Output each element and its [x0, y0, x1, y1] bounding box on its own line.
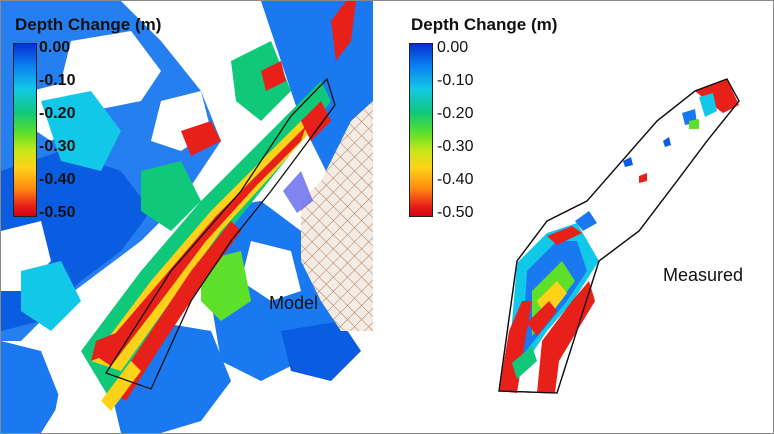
tick-label: -0.20 [437, 105, 474, 122]
tick-label: -0.40 [39, 171, 76, 188]
model-label: Model [269, 293, 319, 313]
tick-label: -0.40 [437, 171, 474, 188]
channel-outline [105, 77, 336, 390]
tick-label: -0.50 [39, 204, 76, 221]
tick-label: -0.30 [437, 138, 474, 155]
measured-label: Measured [663, 265, 744, 285]
tick-label: 0.00 [39, 39, 71, 56]
colorbar [13, 43, 37, 217]
model-panel: Depth Change (m) 0.00 -0.10 -0.20 -0.30 … [1, 1, 375, 433]
measured-map [377, 1, 773, 433]
legend-title: Depth Change (m) [15, 15, 162, 34]
tick-label: -0.50 [437, 204, 474, 221]
colorbar [409, 43, 433, 217]
tick-label: 0.00 [437, 39, 469, 56]
legend-title: Depth Change (m) [411, 15, 558, 34]
model-map [1, 1, 375, 433]
tick-label: -0.10 [437, 72, 474, 89]
tick-label: -0.30 [39, 138, 76, 155]
tick-label: -0.10 [39, 72, 76, 89]
measured-panel: Depth Change (m) 0.00 -0.10 -0.20 -0.30 … [377, 1, 773, 433]
hatched-grid-region [301, 101, 373, 331]
tick-label: -0.20 [39, 105, 76, 122]
